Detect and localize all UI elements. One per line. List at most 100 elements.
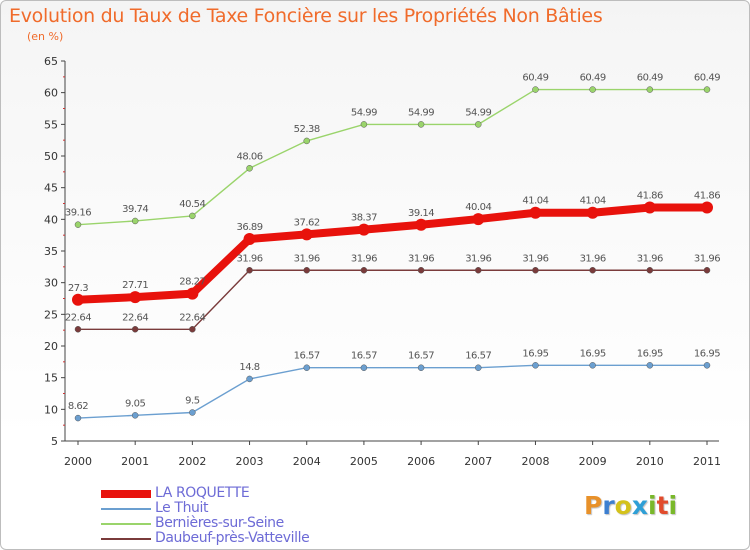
data-label: 31.96 [637,253,663,264]
data-label: 31.96 [351,253,377,264]
data-label: 16.95 [580,348,606,359]
x-tick-label: 2003 [236,455,264,468]
data-label: 39.74 [122,204,148,215]
data-point [703,86,711,93]
data-point [246,375,253,383]
legend-swatch-la-roquette [101,490,151,498]
data-point [357,223,370,236]
data-point [532,362,539,369]
data-label: 52.38 [294,124,320,135]
data-label: 48.06 [236,151,262,162]
chart-title: Evolution du Taux de Taxe Foncière sur l… [9,5,603,27]
data-point [129,291,142,304]
data-point [186,287,199,300]
y-tick-label: 25 [44,308,58,321]
data-label: 41.04 [580,196,606,207]
data-label: 31.96 [522,253,548,264]
data-label: 28.27 [179,277,205,288]
x-tick-label: 2007 [464,455,492,468]
data-point [475,267,482,274]
data-point [246,165,253,172]
data-label: 16.57 [294,351,320,362]
data-label: 40.54 [179,199,205,210]
data-label: 14.8 [239,362,259,373]
data-point [417,267,425,274]
data-label: 60.49 [637,73,663,84]
data-label: 9.5 [185,396,200,407]
data-label: 16.57 [465,351,491,362]
x-tick-label: 2000 [64,455,92,468]
series-line-1 [77,364,708,419]
y-tick-label: 55 [44,118,58,131]
data-point [472,213,485,226]
data-label: 31.96 [694,253,720,264]
legend-swatch-le-thuit [101,508,151,510]
data-point [415,218,428,231]
data-point [589,267,596,274]
data-label: 54.99 [408,107,434,118]
data-point [643,201,656,214]
data-label: 22.64 [122,312,148,323]
axes: 5 10 15 20 25 30 35 40 45 50 55 60 65 2000 2001 2002 200… [44,55,721,468]
data-label: 27.3 [68,283,88,294]
data-point [360,267,368,274]
data-point [646,267,654,274]
y-tick-label: 40 [44,213,58,226]
data-point [360,364,368,371]
logo-letter: i [668,491,678,520]
y-tick-label: 30 [44,277,58,290]
data-point [586,206,599,219]
legend-label: LA ROQUETTE [155,485,250,501]
data-point [589,362,596,369]
legend-item: Le Thuit [101,500,401,516]
data-point [189,326,196,333]
x-tick-label: 2011 [693,455,721,468]
data-label: 60.49 [694,73,720,84]
data-point [360,121,368,128]
data-label: 31.96 [408,253,434,264]
data-label: 8.62 [68,401,88,412]
legend-swatch-daubeuf [101,538,151,540]
data-label: 38.37 [351,213,377,224]
legend-swatch-bernieres [101,523,151,525]
data-label: 37.62 [294,217,320,228]
data-label: 16.95 [694,348,720,359]
y-tick-label: 60 [44,87,58,100]
data-point [131,412,139,419]
data-point [532,267,539,274]
data-label: 31.96 [236,253,262,264]
legend-label: Daubeuf-près-Vatteville [155,530,310,546]
data-point [475,121,482,128]
data-point [303,137,310,145]
data-label: 27.71 [122,280,148,291]
proxiti-logo: Proxiti [584,491,677,520]
legend-label: Bernières-sur-Seine [155,515,284,531]
data-label: 22.64 [179,312,205,323]
x-tick-label: 2009 [579,455,607,468]
series-layer [72,86,713,422]
legend-label: Le Thuit [155,500,209,516]
logo-letter: i [648,491,657,520]
y-tick-label: 50 [44,150,58,163]
label-layer: 27.3 27.71 28.27 36.89 37.62 38.37 39.14 40.04 4… [65,73,721,413]
data-point [189,212,196,220]
data-label: 16.95 [637,348,663,359]
y-tick-label: 15 [44,372,58,385]
data-point [417,364,425,371]
data-label: 16.57 [408,351,434,362]
data-point [703,267,711,274]
data-point [131,326,139,333]
y-tick-label: 20 [44,340,58,353]
data-label: 60.49 [580,73,606,84]
logo-letter: t [656,491,669,520]
data-label: 9.05 [125,398,145,409]
x-tick-label: 2001 [121,455,149,468]
data-point [417,121,425,128]
data-label: 41.86 [694,191,720,202]
logo-letter: P [584,491,603,520]
x-tick-label: 2006 [407,455,435,468]
data-point [243,233,256,246]
data-point [300,228,313,241]
y-tick-label: 35 [44,245,58,258]
